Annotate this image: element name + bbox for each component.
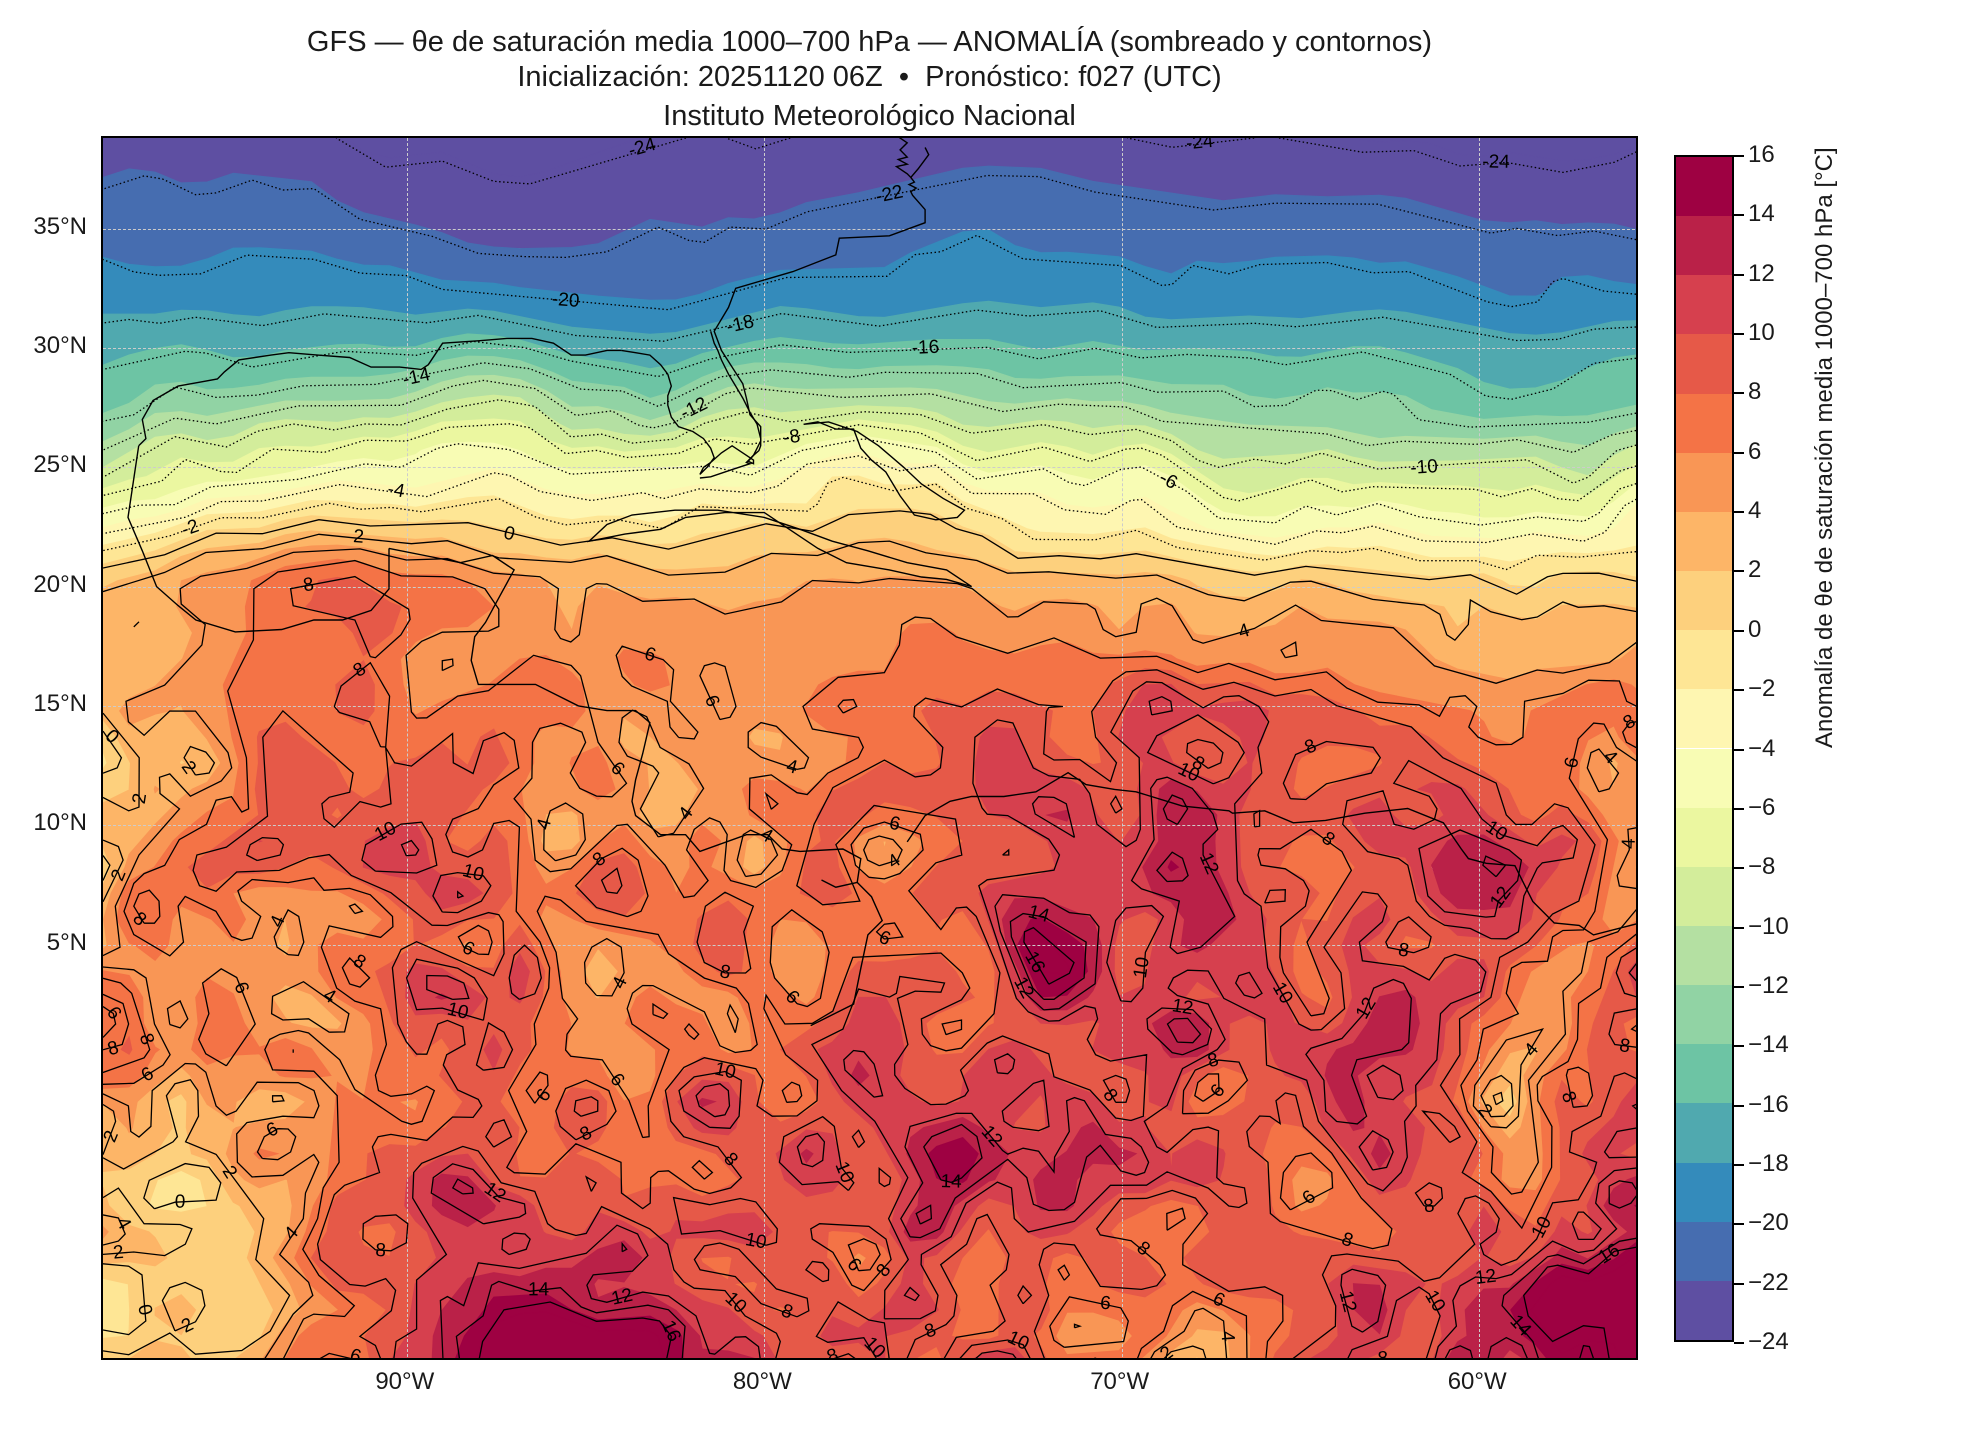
svg-text:2: 2 [1473,1100,1496,1121]
svg-text:8: 8 [375,1240,387,1261]
svg-text:-24: -24 [1185,138,1215,154]
svg-text:-24: -24 [1482,151,1510,173]
svg-text:-10: -10 [1410,456,1439,479]
svg-text:6: 6 [1209,1288,1228,1312]
svg-text:12: 12 [1009,973,1038,1002]
svg-text:8: 8 [1557,1089,1580,1106]
svg-text:2: 2 [352,526,364,548]
svg-text:-2: -2 [179,516,202,541]
svg-text:10: 10 [460,860,486,886]
svg-text:2: 2 [129,792,151,806]
svg-text:8: 8 [1206,1049,1221,1072]
svg-text:-22: -22 [874,181,905,207]
svg-text:12: 12 [609,1285,634,1310]
svg-text:6: 6 [1207,1080,1230,1101]
svg-text:4: 4 [675,803,698,825]
svg-text:8: 8 [922,1319,939,1342]
svg-text:6: 6 [1099,1293,1112,1315]
svg-text:10: 10 [445,999,470,1024]
svg-text:6: 6 [1561,755,1584,770]
svg-text:10: 10 [721,1288,751,1318]
svg-text:8: 8 [302,574,316,596]
svg-text:16: 16 [1020,948,1049,977]
svg-text:2: 2 [103,1128,123,1146]
svg-text:6: 6 [642,643,658,666]
svg-text:8: 8 [718,961,732,983]
svg-text:4: 4 [884,850,905,874]
svg-text:8: 8 [1377,1348,1389,1360]
svg-text:4: 4 [533,816,556,832]
svg-text:8: 8 [1302,735,1320,758]
svg-text:14: 14 [1026,901,1052,927]
svg-text:8: 8 [135,1031,158,1048]
svg-text:8: 8 [824,1345,841,1360]
svg-text:0: 0 [133,1302,156,1317]
svg-text:8: 8 [349,658,370,681]
svg-text:-4: -4 [386,479,407,503]
svg-text:12: 12 [1335,1289,1361,1315]
svg-text:10: 10 [1130,956,1154,980]
svg-text:8: 8 [1618,1035,1632,1057]
svg-text:8: 8 [128,908,150,931]
svg-text:4: 4 [608,973,632,992]
svg-text:12: 12 [1170,995,1194,1019]
svg-text:10: 10 [1004,1327,1032,1355]
svg-text:6: 6 [263,1118,281,1141]
svg-text:4: 4 [1236,620,1253,643]
svg-text:6: 6 [887,813,902,836]
svg-text:6: 6 [138,1063,158,1086]
svg-text:-18: -18 [725,311,757,338]
svg-text:-16: -16 [911,337,939,359]
svg-text:2: 2 [178,1314,197,1338]
svg-text:0: 0 [175,1191,186,1212]
svg-text:-20: -20 [551,289,580,312]
svg-text:10: 10 [1268,979,1297,1008]
svg-text:10: 10 [1528,1213,1556,1242]
svg-text:10: 10 [744,1229,769,1253]
svg-text:8: 8 [778,1300,795,1323]
svg-text:8: 8 [105,1037,121,1060]
svg-text:2: 2 [218,1162,241,1182]
svg-text:12: 12 [977,1122,1007,1152]
svg-text:-6: -6 [1156,467,1181,494]
svg-text:8: 8 [349,950,369,973]
svg-text:-24: -24 [626,138,659,162]
svg-text:14: 14 [528,1279,550,1300]
svg-text:6: 6 [605,1070,628,1091]
svg-text:4: 4 [1520,1039,1543,1061]
svg-text:4: 4 [1619,838,1638,850]
svg-text:12: 12 [1195,850,1223,878]
svg-text:12: 12 [1352,994,1381,1023]
svg-text:8: 8 [1620,711,1638,734]
svg-text:4: 4 [784,756,800,779]
svg-text:10: 10 [371,818,399,846]
svg-text:6: 6 [700,692,723,710]
svg-text:2: 2 [112,1242,124,1264]
svg-text:8: 8 [1397,939,1411,961]
svg-text:4: 4 [280,1222,303,1244]
svg-text:6: 6 [606,758,629,780]
svg-text:-12: -12 [677,393,711,424]
svg-text:-8: -8 [782,426,802,449]
svg-text:6: 6 [458,937,478,960]
svg-text:10: 10 [712,1058,737,1083]
svg-text:6: 6 [229,979,252,997]
svg-text:6: 6 [347,1345,363,1360]
svg-text:8: 8 [1339,1229,1356,1252]
svg-text:4: 4 [756,824,776,848]
svg-text:12: 12 [1474,1266,1497,1289]
svg-text:4: 4 [1216,1330,1238,1343]
svg-text:10: 10 [1482,817,1511,846]
svg-text:8: 8 [577,1122,596,1146]
svg-text:6: 6 [842,1254,865,1276]
svg-text:14: 14 [940,1171,962,1193]
svg-text:8: 8 [1422,1195,1436,1217]
svg-text:6: 6 [1298,1186,1319,1209]
svg-text:8: 8 [872,1260,895,1281]
svg-text:4: 4 [1599,746,1622,769]
